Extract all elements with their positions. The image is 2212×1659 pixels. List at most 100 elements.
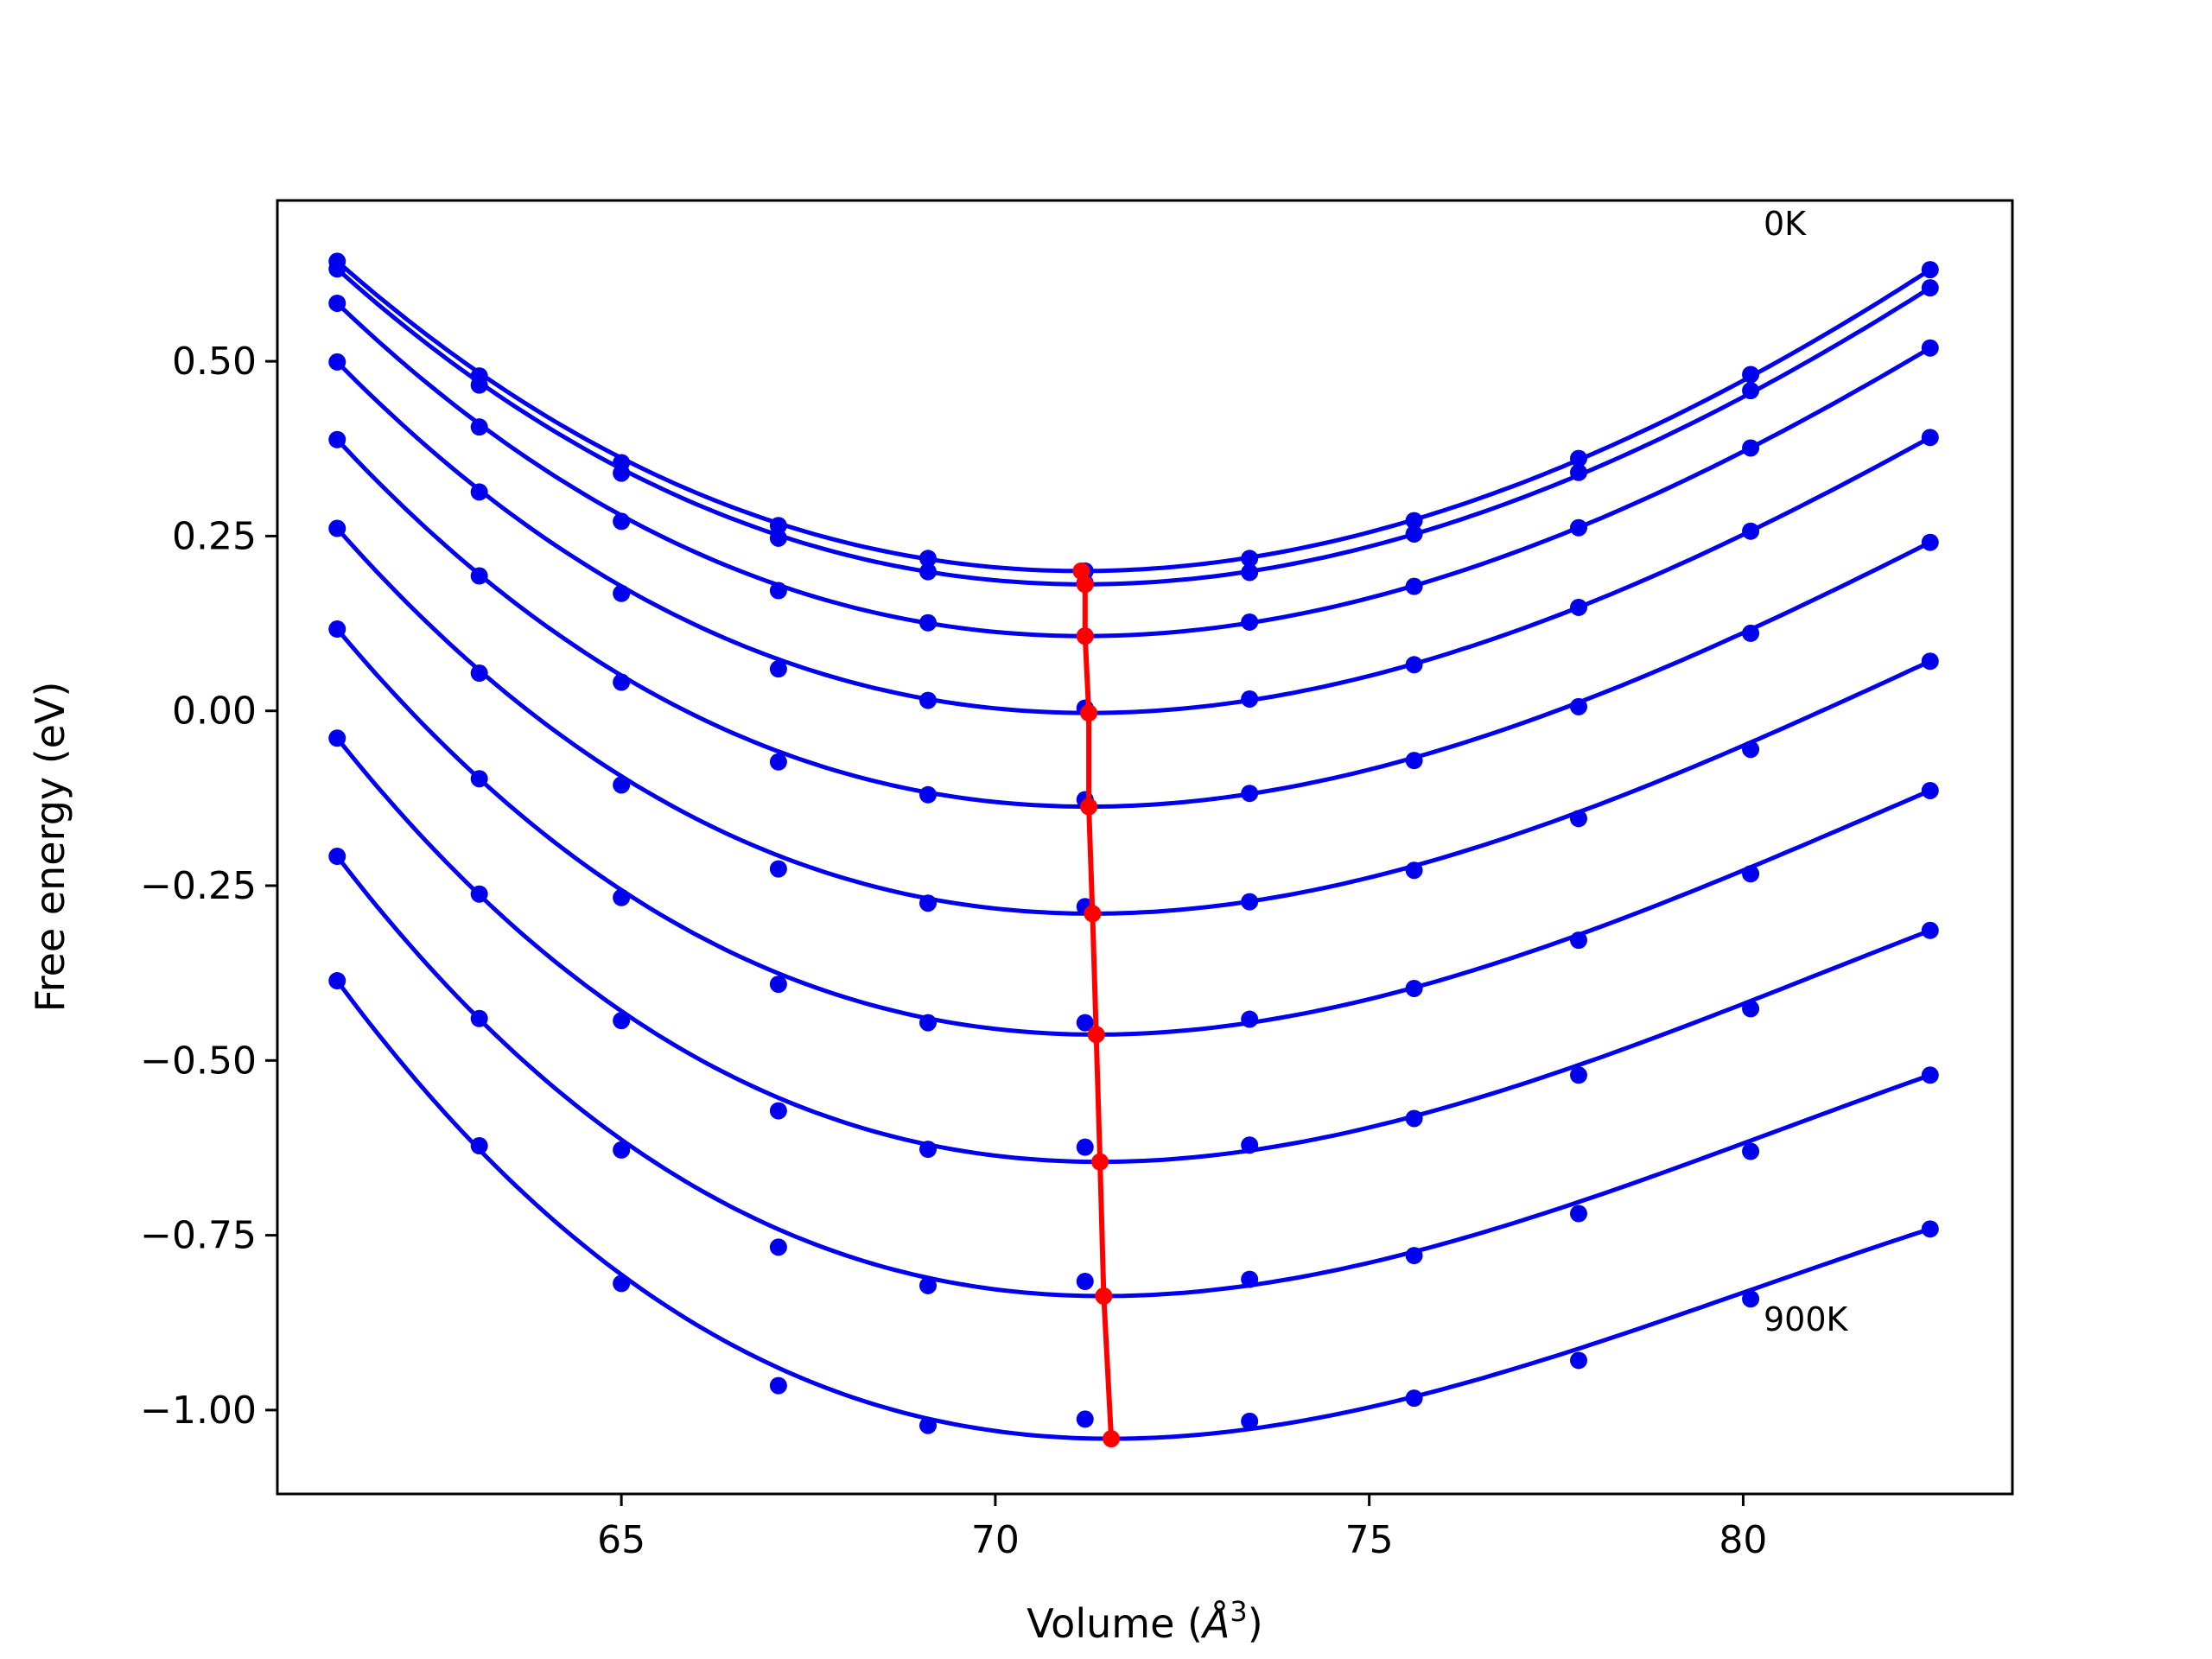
data-point: [1241, 550, 1259, 568]
data-point: [769, 582, 787, 600]
data-point: [1076, 1014, 1094, 1032]
data-point: [1241, 1010, 1259, 1028]
data-point: [769, 1376, 787, 1395]
data-point: [919, 1416, 937, 1434]
data-point: [613, 1141, 631, 1159]
data-point: [470, 567, 488, 585]
data-point: [613, 888, 631, 906]
x-tick-label: 80: [1719, 1518, 1767, 1562]
data-point: [328, 620, 346, 639]
data-point: [328, 294, 346, 312]
data-point: [1921, 921, 1939, 939]
data-point: [1076, 1410, 1094, 1428]
data-point: [1742, 624, 1760, 642]
data-point: [1742, 382, 1760, 400]
x-tick-label: 75: [1345, 1518, 1394, 1562]
data-point: [1921, 533, 1939, 551]
minimum-point: [1072, 562, 1090, 580]
data-point: [1742, 439, 1760, 457]
data-point: [919, 1141, 937, 1159]
fit-curve-200k: [335, 302, 1932, 639]
data-point: [1570, 449, 1587, 467]
data-point: [1241, 1412, 1259, 1430]
data-point: [919, 550, 937, 568]
data-point: [1742, 865, 1760, 883]
data-point: [1570, 931, 1587, 950]
data-point: [1241, 893, 1259, 911]
fit-curve-300k: [335, 360, 1932, 715]
data-point: [919, 691, 937, 709]
data-point: [1742, 1000, 1760, 1018]
data-point: [470, 664, 488, 683]
fit-curve-400k: [335, 437, 1931, 810]
data-point: [1405, 979, 1423, 997]
y-tick-label: 0.25: [172, 514, 257, 558]
x-axis-label-exponent: 3: [1230, 1595, 1247, 1628]
data-point: [1742, 522, 1760, 540]
data-point: [1405, 512, 1423, 530]
data-point: [769, 976, 787, 994]
minimum-point: [1095, 1287, 1113, 1305]
data-point: [1076, 1138, 1094, 1156]
x-axis-label: Volume (Å3): [1027, 1595, 1262, 1647]
plot-frame: [276, 199, 2014, 1496]
fit-curve-900k: [335, 979, 1931, 1441]
data-point: [919, 1276, 937, 1294]
data-point: [613, 776, 631, 794]
data-point: [613, 464, 631, 482]
data-point: [470, 885, 488, 903]
data-point: [769, 1102, 787, 1120]
data-point: [769, 860, 787, 878]
data-point: [328, 519, 346, 537]
data-point: [1405, 656, 1423, 674]
data-point: [1570, 463, 1587, 481]
data-point: [1921, 279, 1939, 297]
fit-curves: [335, 259, 1932, 1441]
fit-curve-800k: [335, 855, 1931, 1299]
minimum-point: [1087, 1026, 1105, 1044]
axis-ticks: 65 70 75 80 −1.00 −0.75 −0.50 −0.25 0.00 0.25 0.50: [140, 340, 1767, 1562]
data-point: [1241, 690, 1259, 708]
data-point: [1570, 697, 1587, 715]
data-point: [1921, 781, 1939, 799]
annotation-0k: 0K: [1764, 205, 1807, 243]
data-point: [1405, 1109, 1423, 1128]
data-point: [1405, 1389, 1423, 1408]
data-point: [1921, 652, 1939, 671]
minimum-line-group: [1072, 562, 1121, 1448]
y-tick-label: −0.75: [140, 1214, 257, 1258]
data-point: [769, 1238, 787, 1256]
x-axis-label-symbol: Å: [1200, 1600, 1230, 1647]
data-point: [1921, 339, 1939, 357]
data-point: [769, 753, 787, 771]
x-tick-label: 65: [597, 1518, 645, 1562]
data-point: [1742, 741, 1760, 759]
data-point: [1241, 1270, 1259, 1288]
y-tick-label: −0.25: [140, 864, 257, 908]
data-point: [470, 376, 488, 394]
data-point: [769, 660, 787, 678]
minimum-point: [1084, 905, 1102, 923]
data-point: [1405, 524, 1423, 543]
data-point: [1921, 1066, 1939, 1084]
data-point: [613, 673, 631, 691]
data-point: [1570, 1351, 1587, 1370]
data-point: [1921, 1220, 1939, 1238]
data-point: [1570, 598, 1587, 616]
data-point: [328, 848, 346, 866]
data-point: [1570, 1205, 1587, 1223]
y-tick-label: 0.50: [172, 340, 257, 384]
data-point: [1570, 1066, 1587, 1084]
data-point: [1076, 1273, 1094, 1291]
y-tick-label: −0.50: [140, 1039, 257, 1083]
fit-curve-500k: [335, 526, 1931, 916]
data-point: [328, 729, 346, 747]
data-point: [470, 418, 488, 436]
x-tick-label: 70: [971, 1518, 1020, 1562]
data-point: [470, 483, 488, 501]
data-point: [613, 1012, 631, 1030]
data-point: [1405, 1247, 1423, 1265]
data-point: [470, 1009, 488, 1027]
